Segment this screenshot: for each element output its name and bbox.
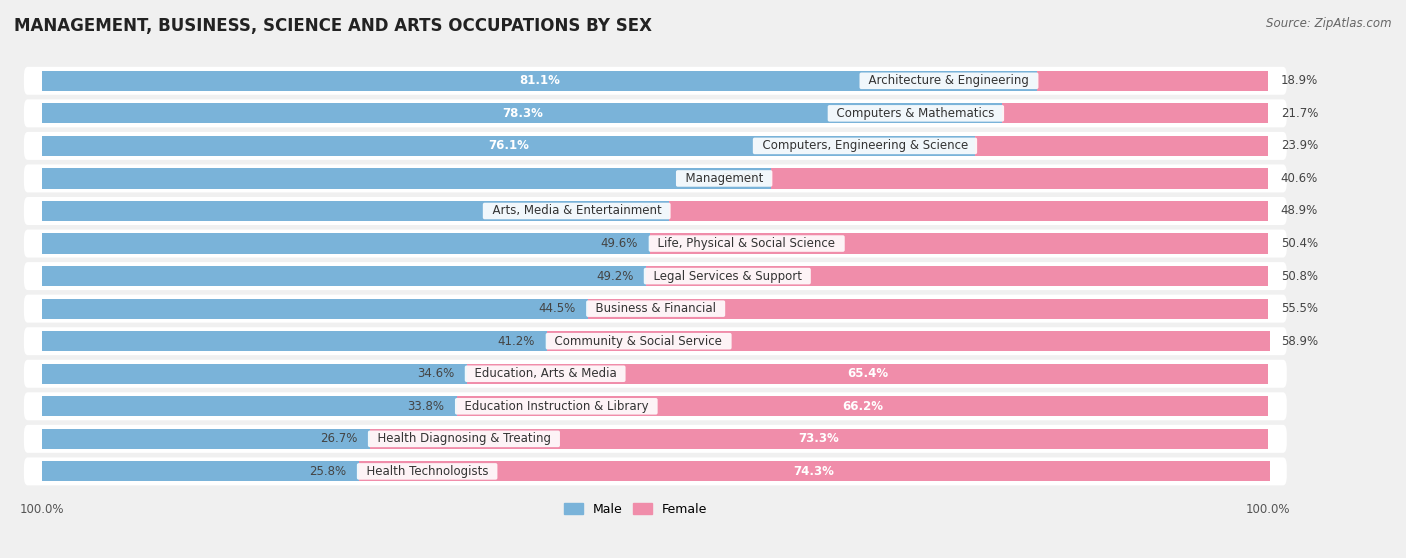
Text: 58.9%: 58.9% bbox=[1281, 335, 1317, 348]
Bar bbox=[42, 266, 645, 286]
Text: Health Diagnosing & Treating: Health Diagnosing & Treating bbox=[370, 432, 558, 445]
Bar bbox=[976, 136, 1268, 156]
FancyBboxPatch shape bbox=[24, 262, 1286, 290]
FancyBboxPatch shape bbox=[24, 327, 1286, 355]
Text: 41.2%: 41.2% bbox=[498, 335, 536, 348]
FancyBboxPatch shape bbox=[24, 197, 1286, 225]
Bar bbox=[42, 331, 547, 352]
Text: 34.6%: 34.6% bbox=[418, 367, 454, 380]
Bar bbox=[370, 429, 1268, 449]
FancyBboxPatch shape bbox=[24, 99, 1286, 127]
Bar bbox=[42, 169, 770, 189]
Text: Health Technologists: Health Technologists bbox=[359, 465, 496, 478]
Bar bbox=[645, 266, 1268, 286]
Bar bbox=[359, 461, 1270, 482]
Bar bbox=[669, 201, 1268, 221]
Text: 48.9%: 48.9% bbox=[1281, 204, 1317, 218]
Bar bbox=[1036, 71, 1268, 91]
Text: MANAGEMENT, BUSINESS, SCIENCE AND ARTS OCCUPATIONS BY SEX: MANAGEMENT, BUSINESS, SCIENCE AND ARTS O… bbox=[14, 17, 652, 35]
Text: 55.5%: 55.5% bbox=[1281, 302, 1317, 315]
FancyBboxPatch shape bbox=[24, 392, 1286, 420]
FancyBboxPatch shape bbox=[24, 165, 1286, 193]
Bar bbox=[42, 71, 1036, 91]
Bar bbox=[42, 136, 976, 156]
Bar bbox=[42, 103, 1002, 123]
Text: Arts, Media & Entertainment: Arts, Media & Entertainment bbox=[485, 204, 669, 218]
FancyBboxPatch shape bbox=[24, 132, 1286, 160]
Bar bbox=[588, 299, 1268, 319]
Text: 66.2%: 66.2% bbox=[842, 400, 883, 413]
Text: 76.1%: 76.1% bbox=[488, 140, 529, 152]
Text: Legal Services & Support: Legal Services & Support bbox=[645, 270, 808, 282]
Bar bbox=[42, 299, 588, 319]
Bar bbox=[547, 331, 1270, 352]
FancyBboxPatch shape bbox=[24, 67, 1286, 95]
Text: 73.3%: 73.3% bbox=[799, 432, 839, 445]
FancyBboxPatch shape bbox=[24, 360, 1286, 388]
Text: 50.4%: 50.4% bbox=[1281, 237, 1317, 250]
Bar bbox=[651, 233, 1268, 254]
Text: 78.3%: 78.3% bbox=[502, 107, 543, 120]
Text: Community & Social Service: Community & Social Service bbox=[547, 335, 730, 348]
Text: Computers, Engineering & Science: Computers, Engineering & Science bbox=[755, 140, 976, 152]
Text: 65.4%: 65.4% bbox=[846, 367, 889, 380]
Bar bbox=[42, 233, 651, 254]
Text: 81.1%: 81.1% bbox=[519, 74, 560, 87]
Text: Source: ZipAtlas.com: Source: ZipAtlas.com bbox=[1267, 17, 1392, 30]
Legend: Male, Female: Male, Female bbox=[560, 498, 711, 521]
Text: Life, Physical & Social Science: Life, Physical & Social Science bbox=[651, 237, 844, 250]
Text: Architecture & Engineering: Architecture & Engineering bbox=[862, 74, 1036, 87]
Bar bbox=[467, 364, 1268, 384]
Text: Computers & Mathematics: Computers & Mathematics bbox=[830, 107, 1002, 120]
Text: 21.7%: 21.7% bbox=[1281, 107, 1317, 120]
Text: Education Instruction & Library: Education Instruction & Library bbox=[457, 400, 655, 413]
Bar bbox=[42, 396, 457, 416]
Bar bbox=[457, 396, 1268, 416]
Text: 49.6%: 49.6% bbox=[600, 237, 638, 250]
Text: 26.7%: 26.7% bbox=[321, 432, 357, 445]
Text: 59.4%: 59.4% bbox=[721, 172, 758, 185]
Text: Management: Management bbox=[678, 172, 770, 185]
Bar bbox=[1002, 103, 1268, 123]
Bar bbox=[42, 201, 669, 221]
Text: 25.8%: 25.8% bbox=[309, 465, 346, 478]
Text: 51.1%: 51.1% bbox=[619, 204, 657, 218]
Text: 49.2%: 49.2% bbox=[596, 270, 633, 282]
Text: 23.9%: 23.9% bbox=[1281, 140, 1317, 152]
Text: 40.6%: 40.6% bbox=[1281, 172, 1317, 185]
Text: 44.5%: 44.5% bbox=[538, 302, 575, 315]
Text: Education, Arts & Media: Education, Arts & Media bbox=[467, 367, 624, 380]
Text: 74.3%: 74.3% bbox=[794, 465, 835, 478]
Bar bbox=[42, 364, 467, 384]
Text: 50.8%: 50.8% bbox=[1281, 270, 1317, 282]
FancyBboxPatch shape bbox=[24, 229, 1286, 258]
Bar bbox=[42, 461, 359, 482]
Bar bbox=[42, 429, 370, 449]
Text: 33.8%: 33.8% bbox=[408, 400, 444, 413]
Bar bbox=[770, 169, 1268, 189]
FancyBboxPatch shape bbox=[24, 458, 1286, 485]
FancyBboxPatch shape bbox=[24, 295, 1286, 323]
FancyBboxPatch shape bbox=[24, 425, 1286, 453]
Text: 18.9%: 18.9% bbox=[1281, 74, 1317, 87]
Text: Business & Financial: Business & Financial bbox=[588, 302, 724, 315]
